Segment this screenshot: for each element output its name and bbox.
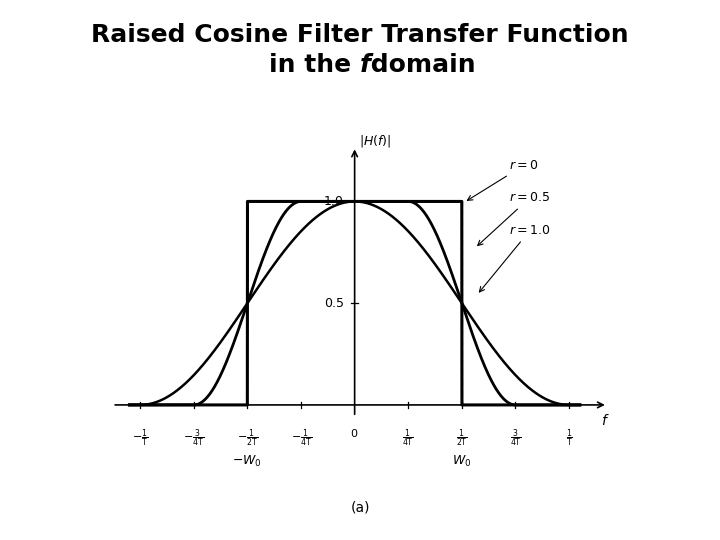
Text: $\mathregular{-\frac{3}{4T}}$: $\mathregular{-\frac{3}{4T}}$ — [184, 427, 204, 449]
Text: $0$: $0$ — [351, 427, 359, 440]
Text: $f$: $f$ — [601, 413, 610, 428]
Text: $|H(f)|$: $|H(f)|$ — [359, 132, 391, 149]
Text: $\mathregular{\frac{3}{4T}}$: $\mathregular{\frac{3}{4T}}$ — [510, 427, 521, 449]
Text: $r = 0.5$: $r = 0.5$ — [477, 192, 550, 246]
Text: 1.0: 1.0 — [324, 195, 344, 208]
Text: (a): (a) — [350, 501, 370, 515]
Text: $\mathregular{\frac{1}{4T}}$: $\mathregular{\frac{1}{4T}}$ — [402, 427, 414, 449]
Text: $-W_0$: $-W_0$ — [233, 454, 262, 469]
Text: f: f — [360, 53, 371, 77]
Text: domain: domain — [362, 53, 476, 77]
Text: $r = 1.0$: $r = 1.0$ — [480, 224, 551, 292]
Text: $\mathregular{-\frac{1}{T}}$: $\mathregular{-\frac{1}{T}}$ — [132, 427, 148, 449]
Text: $\mathregular{-\frac{1}{4T}}$: $\mathregular{-\frac{1}{4T}}$ — [290, 427, 312, 449]
Text: $r = 0$: $r = 0$ — [467, 159, 539, 200]
Text: $W_0$: $W_0$ — [452, 454, 472, 469]
Text: $\mathregular{-\frac{1}{2T}}$: $\mathregular{-\frac{1}{2T}}$ — [237, 427, 258, 449]
Text: 0.5: 0.5 — [324, 296, 344, 309]
Text: $\mathregular{\frac{1}{T}}$: $\mathregular{\frac{1}{T}}$ — [566, 427, 572, 449]
Text: in the: in the — [269, 53, 360, 77]
Text: Raised Cosine Filter Transfer Function: Raised Cosine Filter Transfer Function — [91, 23, 629, 47]
Text: $\mathregular{\frac{1}{2T}}$: $\mathregular{\frac{1}{2T}}$ — [456, 427, 468, 449]
